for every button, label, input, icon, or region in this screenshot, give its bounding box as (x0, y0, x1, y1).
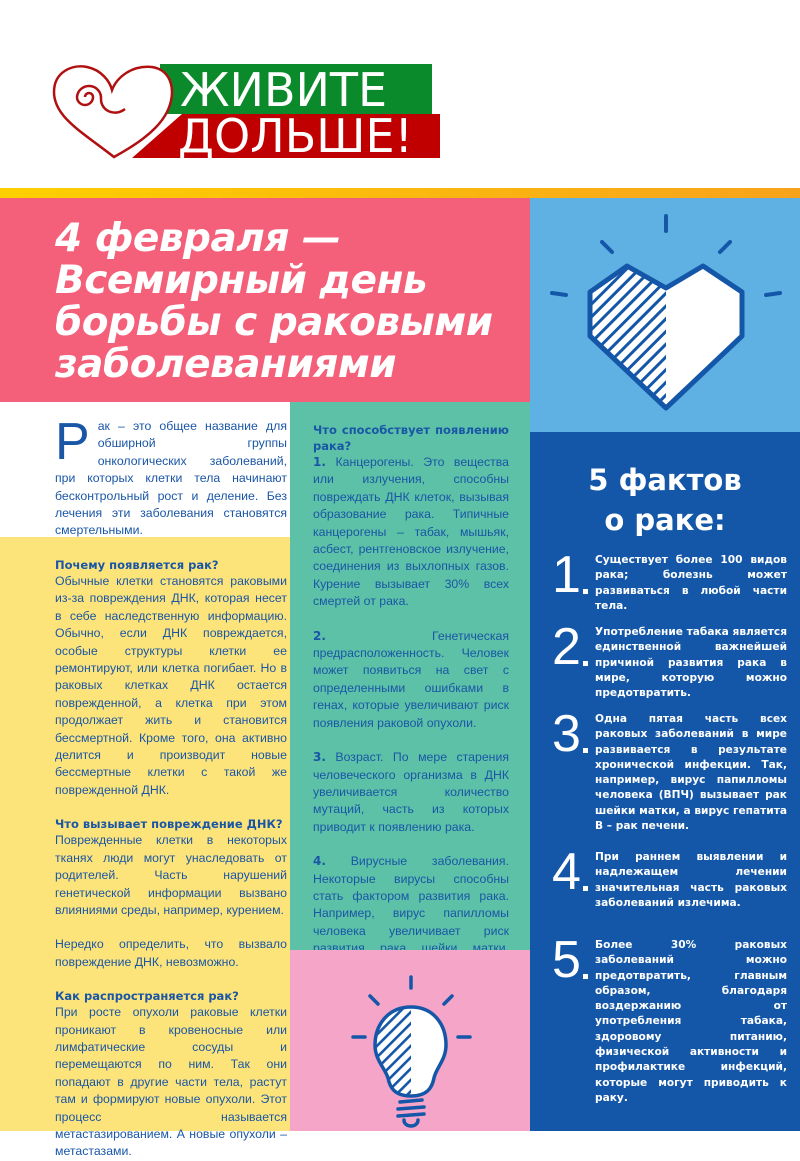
fact-text: Существует более 100 видов рака; болезнь… (595, 554, 787, 612)
cause-number: 1. (313, 455, 326, 469)
spread-text: При росте опухоли раковые клетки проника… (55, 1005, 287, 1159)
fact-number: 4 (552, 843, 581, 901)
fact-number: 5 (552, 931, 581, 989)
cause-item: 1. Канцерогены. Это вещества или излучен… (313, 454, 509, 611)
striped-heart-icon (550, 214, 782, 411)
damage-text-2: Нередко определить, что вызвало поврежде… (55, 937, 287, 969)
fact-item: 1 Существует более 100 видов рака; болезн… (552, 549, 787, 614)
title-line: заболеваниями (55, 342, 397, 387)
striped-lightbulb-icon (351, 975, 472, 1128)
causes-heading: Что способствует появлению рака? (313, 423, 509, 453)
facts-panel (530, 432, 800, 1131)
color-stripe (0, 188, 800, 198)
cause-item: 3. Возраст. По мере старения человеческо… (313, 749, 509, 836)
logo-line2: ДОЛЬШЕ! (178, 109, 413, 163)
fact-item: 3 Одна пятая часть всех раковых заболеван… (552, 708, 787, 834)
cause-number: 4. (313, 854, 326, 869)
title-line: Всемирный день (55, 258, 428, 303)
fact-item: 2 Употребление табака является единственн… (552, 621, 787, 701)
cause-text: Канцерогены. Это вещества или излучения,… (313, 455, 509, 609)
title-line: 4 февраля — (55, 216, 341, 261)
facts-title-line: 5 фактов (588, 463, 742, 497)
intro-panel (0, 402, 290, 537)
spread-heading: Как распространяется рак? (55, 989, 239, 1004)
damage-heading: Что вызывает повреждение ДНК? (55, 817, 283, 832)
logo-line1: ЖИВИТЕ (180, 63, 388, 117)
title-block (0, 198, 530, 402)
fact-text: При раннем выявлении и надлежащем лечени… (595, 851, 787, 909)
cause-text: Возраст. По мере старения человеческого … (313, 750, 509, 834)
title-line: борьбы с раковыми (55, 300, 493, 345)
facts-title: 5 фактов о раке: (530, 460, 800, 540)
fact-number: 2 (552, 618, 581, 676)
fact-item: 4 При раннем выявлении и надлежащем лечен… (552, 846, 787, 911)
drop-cap: Р (55, 413, 90, 471)
logo: ЖИВИТЕ ДОЛЬШЕ! (52, 62, 442, 162)
why-text: Обычные клетки становятся раковыми из-за… (55, 574, 287, 797)
fact-text: Одна пятая часть всех раковых заболевани… (595, 713, 787, 833)
fact-text: Употребление табака является единственно… (595, 626, 787, 700)
bulb-panel (290, 950, 530, 1131)
cause-item: 2. Генетическая предрасположенность. Чел… (313, 628, 509, 732)
damage-text: Поврежденные клетки в некоторых тканях л… (55, 833, 287, 917)
heart-panel (530, 198, 800, 432)
fact-number: 3 (552, 705, 581, 763)
facts-title-line: о раке: (604, 503, 726, 537)
yellow-panel (0, 537, 290, 1131)
fact-number: 1 (552, 546, 581, 604)
cause-number: 3. (313, 750, 326, 765)
why-heading: Почему появляется рак? (55, 558, 219, 572)
logo-heart-icon (52, 64, 440, 159)
cause-number: 2. (313, 628, 326, 643)
teal-panel (290, 402, 530, 950)
page-title: 4 февраля — Всемирный день борьбы с рако… (55, 218, 525, 386)
fact-text: Более 30% раковых заболеваний можно пред… (595, 939, 787, 1104)
intro-body: ак – это общее название для обширной гру… (55, 419, 287, 538)
fact-item: 5 Более 30% раковых заболеваний можно пре… (552, 934, 787, 1106)
cause-text: Генетическая предрасположенность. Челове… (313, 628, 509, 730)
yellow-text: Почему появляется рак? Обычные клетки ст… (55, 557, 287, 1161)
